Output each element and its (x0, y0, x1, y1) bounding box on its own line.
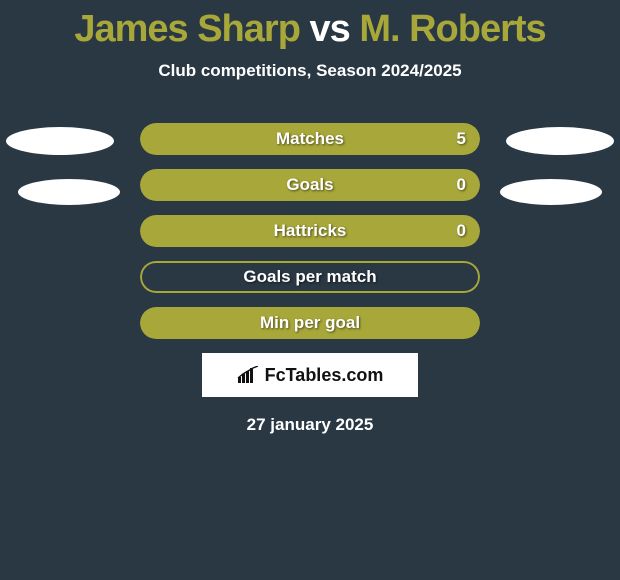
stat-bar: Goals per match (140, 261, 480, 293)
stat-bar: Hattricks0 (140, 215, 480, 247)
stat-bar-label: Min per goal (140, 313, 480, 333)
stat-bar-value: 0 (457, 175, 466, 195)
stat-bar-value: 5 (457, 129, 466, 149)
stat-bar-value: 0 (457, 221, 466, 241)
player2-marker-second (500, 179, 602, 205)
chart-bars-icon (237, 366, 261, 384)
branding-box: FcTables.com (202, 353, 418, 397)
player2-marker-top (506, 127, 614, 155)
title-vs: vs (309, 8, 349, 50)
subtitle: Club competitions, Season 2024/2025 (0, 61, 620, 81)
stat-bar-label: Hattricks (140, 221, 480, 241)
title-player1: James Sharp (74, 8, 300, 50)
stat-bar: Min per goal (140, 307, 480, 339)
stat-bar-label: Goals (140, 175, 480, 195)
player1-marker-second (18, 179, 120, 205)
stat-bar: Matches5 (140, 123, 480, 155)
comparison-area: Matches5Goals0Hattricks0Goals per matchM… (0, 119, 620, 339)
stat-bar-label: Matches (140, 129, 480, 149)
branding-text: FcTables.com (265, 365, 384, 386)
player1-marker-top (6, 127, 114, 155)
page-title: James Sharp vs M. Roberts (0, 0, 620, 51)
date-line: 27 january 2025 (0, 415, 620, 435)
stat-bars: Matches5Goals0Hattricks0Goals per matchM… (140, 119, 480, 339)
stat-bar-label: Goals per match (140, 267, 480, 287)
title-player2: M. Roberts (359, 8, 545, 50)
stat-bar: Goals0 (140, 169, 480, 201)
